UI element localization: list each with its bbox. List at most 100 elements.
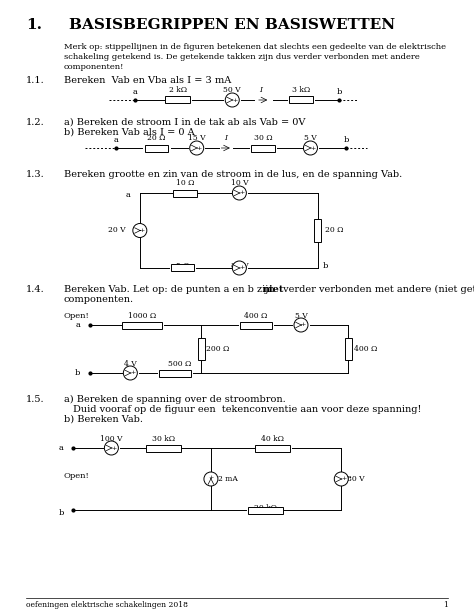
Bar xyxy=(240,321,272,329)
Ellipse shape xyxy=(190,141,204,155)
Bar xyxy=(289,96,313,104)
Text: a) Bereken de stroom I in de tak ab als Vab = 0V: a) Bereken de stroom I in de tak ab als … xyxy=(64,118,305,127)
Ellipse shape xyxy=(232,186,246,200)
Text: Duid vooraf op de figuur een  tekenconventie aan voor deze spanning!: Duid vooraf op de figuur een tekenconven… xyxy=(73,405,422,414)
Ellipse shape xyxy=(232,261,246,275)
Text: I: I xyxy=(224,134,227,142)
Text: b: b xyxy=(336,88,342,96)
Text: b) Bereken Vab als I = 0 A: b) Bereken Vab als I = 0 A xyxy=(64,128,195,137)
Bar xyxy=(198,338,205,360)
Text: schakeling getekend is. De getekende takken zijn dus verder verbonden met andere: schakeling getekend is. De getekende tak… xyxy=(64,53,420,61)
Bar xyxy=(145,145,168,151)
Text: componenten.: componenten. xyxy=(64,295,134,304)
Bar xyxy=(255,444,290,452)
Text: 3 kΩ: 3 kΩ xyxy=(292,86,310,94)
Text: 5 V: 5 V xyxy=(295,312,307,320)
Text: 1000 Ω: 1000 Ω xyxy=(128,312,156,320)
Ellipse shape xyxy=(225,93,239,107)
Ellipse shape xyxy=(123,366,137,380)
Text: 50 V: 50 V xyxy=(223,86,241,94)
Text: I: I xyxy=(259,86,262,94)
Text: +: + xyxy=(341,476,346,481)
Text: 20 Ω: 20 Ω xyxy=(147,134,166,142)
Text: 80 V: 80 V xyxy=(347,475,365,483)
Text: 20 kΩ: 20 kΩ xyxy=(254,504,277,512)
Text: oefeningen elektrische schakelingen 2018: oefeningen elektrische schakelingen 2018 xyxy=(26,601,188,609)
Text: a: a xyxy=(114,136,118,144)
Text: Open!: Open! xyxy=(64,472,90,480)
Bar xyxy=(248,506,283,514)
Text: 400 Ω: 400 Ω xyxy=(354,345,377,353)
Text: niet: niet xyxy=(263,285,284,294)
Text: +: + xyxy=(239,265,245,270)
Bar xyxy=(345,338,352,360)
Text: 2 mA: 2 mA xyxy=(218,475,238,483)
Text: 1.3.: 1.3. xyxy=(26,170,45,179)
Text: 15 V: 15 V xyxy=(188,134,206,142)
Ellipse shape xyxy=(303,141,318,155)
Text: +: + xyxy=(111,446,117,451)
Ellipse shape xyxy=(334,472,348,486)
Ellipse shape xyxy=(204,472,218,486)
Text: 400 Ω: 400 Ω xyxy=(244,312,268,320)
Text: 1.5.: 1.5. xyxy=(26,395,45,404)
Text: 30 Ω: 30 Ω xyxy=(254,134,273,142)
Text: componenten!: componenten! xyxy=(64,63,124,71)
Text: 200 Ω: 200 Ω xyxy=(206,345,229,353)
Text: a: a xyxy=(133,88,137,96)
Bar xyxy=(171,264,194,272)
Bar xyxy=(251,145,275,151)
Text: +: + xyxy=(310,145,316,151)
Text: 100 V: 100 V xyxy=(100,435,123,443)
Bar xyxy=(159,370,191,376)
Text: a: a xyxy=(59,444,64,452)
Text: a) Bereken de spanning over de stroombron.: a) Bereken de spanning over de stroombro… xyxy=(64,395,286,404)
Text: +: + xyxy=(301,322,306,327)
Text: 1.: 1. xyxy=(26,18,42,32)
Text: 30 kΩ: 30 kΩ xyxy=(152,435,175,443)
Text: a: a xyxy=(126,191,130,199)
Text: Bereken  Vab en Vba als I = 3 mA: Bereken Vab en Vba als I = 3 mA xyxy=(64,76,231,85)
Text: 500 Ω: 500 Ω xyxy=(168,360,192,368)
Text: 5 Ω: 5 Ω xyxy=(176,262,189,270)
Text: +: + xyxy=(130,370,136,376)
Ellipse shape xyxy=(294,318,308,332)
Text: b: b xyxy=(59,509,64,517)
Ellipse shape xyxy=(133,224,147,237)
Text: 4 V: 4 V xyxy=(124,360,137,368)
Text: 10 Ω: 10 Ω xyxy=(175,179,194,187)
Text: Open!: Open! xyxy=(64,312,90,320)
Text: +: + xyxy=(232,97,237,102)
Bar xyxy=(173,189,197,197)
Text: b: b xyxy=(75,369,81,377)
Text: 40 kΩ: 40 kΩ xyxy=(261,435,284,443)
Bar xyxy=(122,321,162,329)
Text: 1: 1 xyxy=(443,601,448,609)
Ellipse shape xyxy=(104,441,118,455)
Text: 1.1.: 1.1. xyxy=(26,76,45,85)
Text: 10 V: 10 V xyxy=(230,179,248,187)
Bar xyxy=(165,96,190,104)
Text: b: b xyxy=(343,136,349,144)
Text: verder verbonden met andere (niet getekende): verder verbonden met andere (niet geteke… xyxy=(280,285,474,294)
Text: Merk op: stippellijnen in de figuren betekenen dat slechts een gedeelte van de e: Merk op: stippellijnen in de figuren bet… xyxy=(64,43,446,51)
Bar xyxy=(314,219,321,242)
Bar xyxy=(146,444,181,452)
Text: +: + xyxy=(239,191,245,196)
Text: 20 Ω: 20 Ω xyxy=(325,226,343,235)
Text: +: + xyxy=(197,145,202,151)
Text: +: + xyxy=(208,474,214,480)
Text: +: + xyxy=(140,228,145,233)
Text: 2 kΩ: 2 kΩ xyxy=(169,86,187,94)
Text: Bereken Vab. Let op: de punten a en b zijn: Bereken Vab. Let op: de punten a en b zi… xyxy=(64,285,278,294)
Text: Bereken grootte en zin van de stroom in de lus, en de spanning Vab.: Bereken grootte en zin van de stroom in … xyxy=(64,170,402,179)
Text: a: a xyxy=(76,321,81,329)
Text: BASISBEGRIPPEN EN BASISWETTEN: BASISBEGRIPPEN EN BASISWETTEN xyxy=(69,18,395,32)
Text: 80 V: 80 V xyxy=(230,262,248,270)
Text: b: b xyxy=(322,262,328,270)
Text: 5 V: 5 V xyxy=(304,134,317,142)
Text: 1.4.: 1.4. xyxy=(26,285,45,294)
Text: b) Bereken Vab.: b) Bereken Vab. xyxy=(64,415,143,424)
Text: 20 V: 20 V xyxy=(108,226,126,235)
Text: 1.2.: 1.2. xyxy=(26,118,45,127)
